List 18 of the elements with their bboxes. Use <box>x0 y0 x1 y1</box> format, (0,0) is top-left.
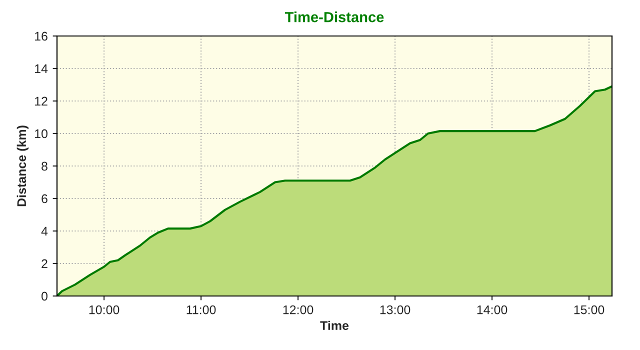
x-axis-title: Time <box>320 320 349 330</box>
chart-title: Time-Distance <box>284 12 384 22</box>
x-tick-label: 15:00 <box>574 305 604 314</box>
y-tick-label: 10 <box>35 129 48 138</box>
x-tick-label: 11:00 <box>186 305 216 314</box>
y-axis-title: Distance (km) <box>16 126 29 206</box>
y-tick-label: 0 <box>42 292 48 301</box>
y-tick-label: 14 <box>35 64 48 74</box>
y-tick-label: 2 <box>42 259 48 268</box>
y-tick-label: 16 <box>35 32 48 41</box>
y-tick-label: 6 <box>42 194 48 204</box>
x-tick-label: 10:00 <box>89 305 120 314</box>
x-tick-label: 12:00 <box>283 305 314 314</box>
x-tick-label: 14:00 <box>477 305 508 314</box>
y-tick-label: 4 <box>41 226 48 236</box>
y-tick-label: 12 <box>35 96 48 106</box>
x-tick-label: 13:00 <box>380 305 410 314</box>
y-tick-label: 8 <box>42 162 48 171</box>
